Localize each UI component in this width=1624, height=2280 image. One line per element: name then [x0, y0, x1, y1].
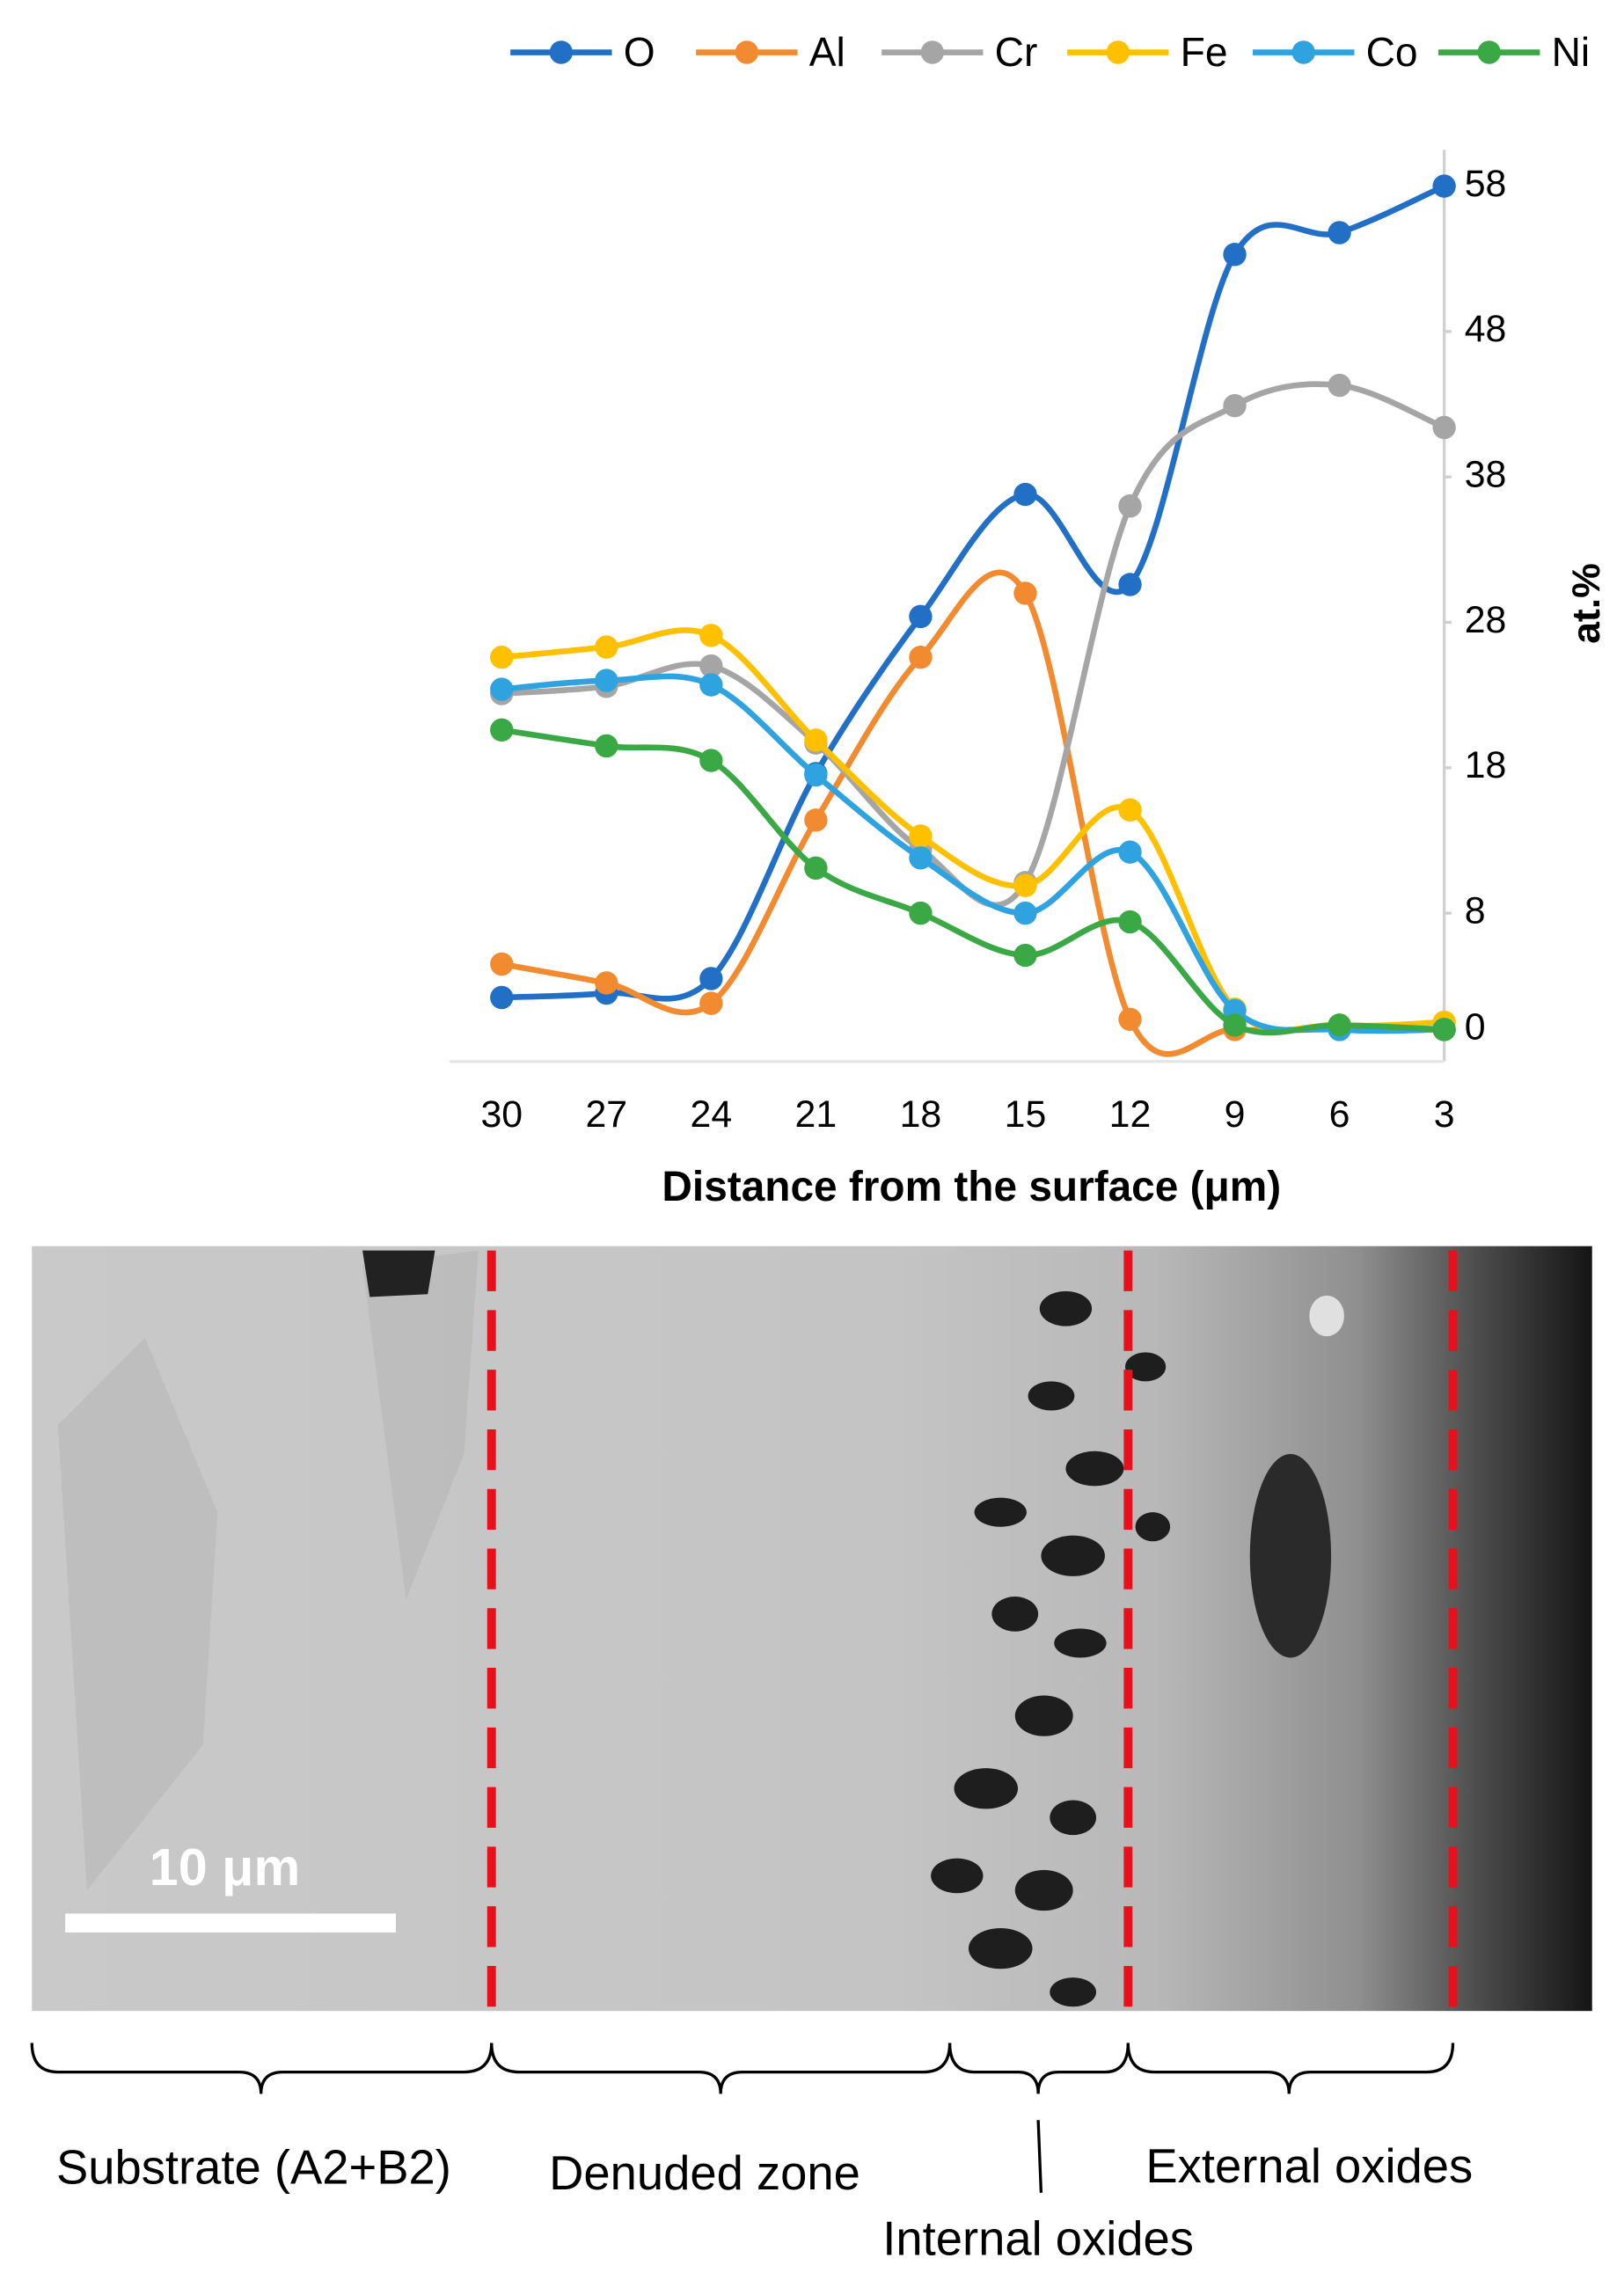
legend-marker: [1106, 40, 1130, 64]
data-point: [909, 901, 933, 925]
data-point: [909, 645, 933, 669]
series-line: [501, 727, 1445, 1036]
series-line: [501, 673, 1445, 1034]
data-point: [1223, 243, 1247, 267]
data-point: [490, 952, 514, 976]
zone-labels: Substrate (A2+B2) Denuded zone Internal …: [56, 2139, 1473, 2266]
data-point: [1118, 494, 1142, 518]
data-point: [909, 604, 933, 629]
y-tick-label: 28: [1465, 599, 1507, 641]
data-point: [909, 824, 933, 848]
data-point: [595, 971, 618, 995]
legend-label: Cr: [995, 29, 1038, 75]
x-axis-title: Distance from the surface (μm): [662, 1164, 1281, 1210]
data-point: [699, 673, 723, 697]
legend-marker: [735, 40, 759, 64]
data-point: [804, 728, 828, 752]
y-axis-title: at.%: [1565, 563, 1608, 644]
data-point: [1432, 1018, 1456, 1041]
data-point: [804, 856, 828, 881]
data-point: [490, 677, 514, 701]
x-tick-label: 9: [1225, 1093, 1246, 1136]
x-tick-label: 3: [1434, 1093, 1455, 1136]
y-tick-label: 58: [1465, 163, 1507, 205]
series-line: [501, 183, 1445, 1002]
data-point: [804, 808, 828, 832]
x-tick-label: 6: [1329, 1093, 1350, 1136]
x-tick-label: 15: [1005, 1093, 1047, 1136]
data-point: [1118, 840, 1142, 864]
data-point: [1432, 415, 1456, 440]
y-tick-label: 38: [1465, 453, 1507, 495]
data-point: [1223, 1013, 1247, 1037]
data-point: [1013, 873, 1037, 897]
data-point: [1328, 1013, 1351, 1037]
legend-marker: [920, 40, 944, 64]
legend-label: Fe: [1181, 29, 1228, 75]
data-point: [1328, 373, 1351, 398]
legend-label: Ni: [1552, 29, 1591, 75]
x-tick-label: 21: [795, 1093, 838, 1136]
plot: 0 8 18 28 38 48 58 30 27 24 21 18 15 12 9 6 3 O Al Cr Fe Co Ni: [449, 29, 1591, 1136]
x-tick-label: 30: [480, 1093, 523, 1136]
data-point: [699, 967, 723, 990]
zone-label: Internal oxides: [882, 2211, 1194, 2265]
x-tick-label: 18: [900, 1093, 942, 1136]
legend-marker: [1291, 40, 1315, 64]
legend-marker: [549, 40, 574, 64]
data-point: [1013, 581, 1037, 605]
data-point: [1013, 901, 1037, 925]
data-point: [1432, 174, 1456, 198]
data-point: [909, 846, 933, 870]
data-point: [804, 763, 828, 787]
braces: [30, 2042, 1455, 2193]
x-tick-label: 27: [585, 1093, 627, 1136]
zone-label: Substrate (A2+B2): [56, 2140, 451, 2194]
legend-marker: [1477, 40, 1501, 64]
x-tick-label: 12: [1109, 1093, 1152, 1136]
y-tick-label: 18: [1465, 744, 1507, 786]
legend-label: Co: [1366, 29, 1418, 75]
series-line: [501, 627, 1445, 1033]
data-point: [1118, 573, 1142, 596]
x-tick-label: 24: [691, 1093, 733, 1136]
data-point: [1118, 910, 1142, 934]
y-tick-label: 0: [1465, 1006, 1486, 1049]
zone-label: Denuded zone: [549, 2146, 860, 2200]
data-point: [490, 985, 514, 1010]
data-point: [1013, 482, 1037, 507]
data-point: [699, 749, 723, 772]
data-point: [1118, 798, 1142, 822]
data-point: [490, 645, 514, 669]
data-point: [595, 635, 618, 659]
data-point: [490, 718, 514, 742]
y-tick-label: 48: [1465, 308, 1507, 350]
legend-label: Al: [809, 29, 845, 75]
series-line: [501, 381, 1445, 909]
data-point: [699, 991, 723, 1015]
series-line: [501, 569, 1445, 1057]
legend-label: O: [624, 29, 655, 75]
data-point: [1223, 393, 1247, 418]
data-point: [595, 669, 618, 692]
data-point: [1118, 1007, 1142, 1032]
scale-bar-label: 10 μm: [150, 1838, 301, 1896]
data-point: [699, 624, 723, 647]
data-point: [595, 734, 618, 758]
y-tick-label: 8: [1465, 889, 1486, 932]
zone-label: External oxides: [1145, 2139, 1473, 2193]
data-point: [1013, 943, 1037, 968]
data-point: [699, 654, 723, 678]
micrograph: 10 μm: [32, 1246, 1592, 2012]
data-point: [1328, 221, 1351, 245]
